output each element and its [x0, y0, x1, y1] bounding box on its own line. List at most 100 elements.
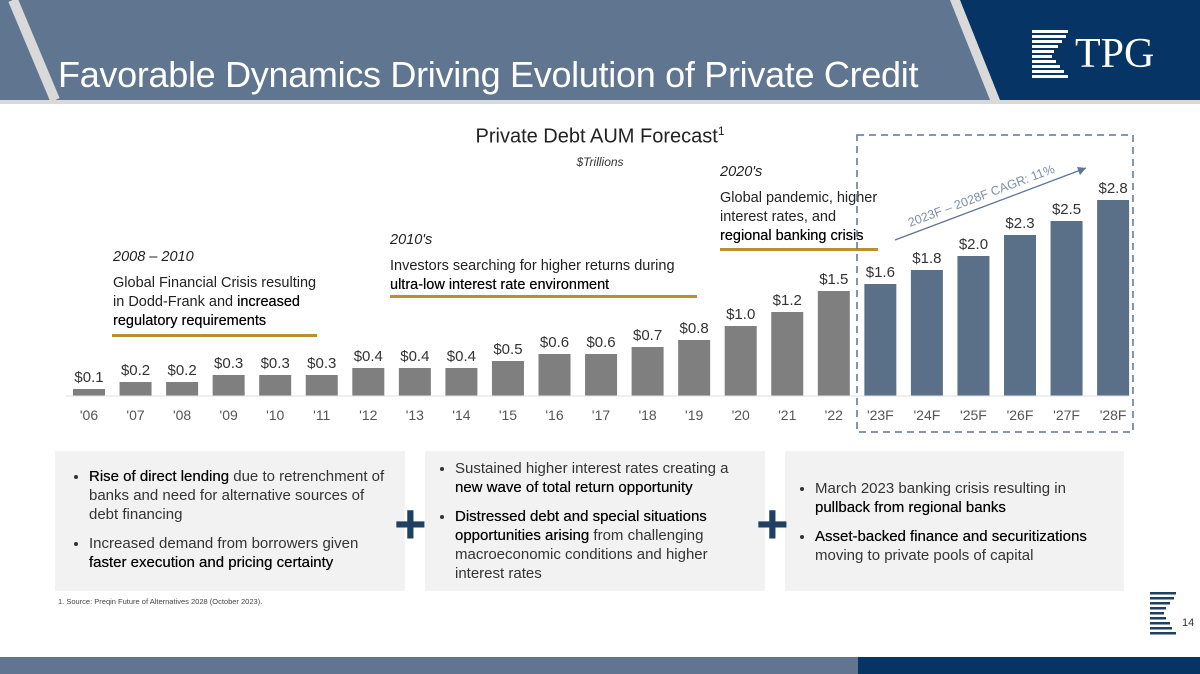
annotation-underline [720, 248, 878, 251]
tpg-logo-mark-icon [1032, 30, 1068, 78]
annotation-bold: increased regulatory requirements [113, 294, 300, 329]
x-tick-label: '12 [359, 407, 377, 423]
x-tick-label: '20 [732, 407, 750, 423]
bar-11 [305, 375, 338, 396]
data-label: $1.5 [819, 271, 848, 288]
data-label: $1.8 [912, 250, 941, 267]
insight-box-1: Rise of direct lending due to retrenchme… [55, 451, 405, 591]
data-label: $0.4 [400, 348, 429, 365]
annotation-heading: 2010's [390, 232, 433, 248]
bar-23F [864, 284, 897, 396]
x-tick-label: '11 [313, 407, 330, 423]
bullet-bold-text: pullback from regional banks [815, 499, 1006, 516]
annotation-bold: ultra-low interest rate environment [390, 277, 610, 293]
data-label: $0.4 [354, 348, 383, 365]
x-tick-label: '24F [914, 407, 941, 423]
data-label: $1.6 [866, 264, 895, 281]
bar-26F [1004, 235, 1036, 396]
annotation-underline [112, 334, 317, 337]
x-tick-label: '14 [452, 407, 470, 423]
bullet-item: March 2023 banking crisis resulting in p… [815, 479, 1112, 517]
x-tick-label: '27F [1053, 407, 1080, 423]
chart-subtitle: $Trillions [576, 155, 624, 169]
bar-20 [724, 326, 757, 396]
x-tick-label: '13 [406, 407, 424, 423]
bullet-text: Sustained higher interest rates creating… [455, 460, 729, 477]
bar-14 [445, 368, 478, 396]
insight-box-2: Sustained higher interest rates creating… [425, 451, 765, 591]
data-label: $0.5 [493, 341, 522, 358]
plus-icon: + [394, 492, 427, 555]
data-label: $0.4 [447, 348, 476, 365]
plus-icon: + [756, 492, 789, 555]
annotation-2010s: 2010's Investors searching for higher re… [390, 231, 700, 295]
chart-title: Private Debt AUM Forecast1 [0, 124, 1200, 149]
bar-10 [259, 375, 292, 396]
bullet-bold-text: Distressed debt and special situations o… [455, 508, 707, 544]
data-label: $0.3 [261, 355, 290, 372]
bar-28F [1097, 200, 1130, 396]
bullet-bold-text: Rise of direct lending [89, 468, 230, 485]
bar-13 [398, 368, 431, 396]
bar-07 [119, 382, 152, 396]
bar-19 [678, 340, 711, 396]
x-tick-label: '06 [80, 407, 98, 423]
bar-18 [631, 347, 664, 396]
data-label: $0.3 [307, 355, 336, 372]
forecast-dashed-box [856, 134, 1134, 433]
cagr-arrowhead-icon [1077, 167, 1086, 175]
bar-16 [538, 354, 571, 396]
chart-title-text: Private Debt AUM Forecast [475, 125, 718, 148]
annotation-heading: 2020's [720, 164, 763, 180]
bar-09 [212, 375, 245, 396]
bullet-bold-text: new wave of total return opportunity [455, 479, 693, 496]
data-label: $2.3 [1005, 215, 1034, 232]
x-tick-label: '10 [266, 407, 284, 423]
data-label: $2.8 [1098, 180, 1127, 197]
data-label: $2.5 [1052, 201, 1081, 218]
x-tick-label: '18 [638, 407, 656, 423]
annotation-bold: regional banking crisis [720, 228, 864, 244]
tpg-logo: TPG [1075, 31, 1155, 77]
header-band [0, 0, 1200, 104]
footnote-ref: 1 [717, 124, 725, 138]
x-tick-label: '22 [825, 407, 843, 423]
x-tick-label: '19 [685, 407, 703, 423]
bullet-bold-text: faster execution and pricing certainty [89, 554, 334, 571]
bar-17 [585, 354, 618, 396]
footer-band-navy [858, 657, 1200, 674]
x-tick-label: '15 [499, 407, 517, 423]
bullet-item: Asset-backed finance and securitizations… [815, 527, 1112, 565]
x-tick-label: '26F [1007, 407, 1034, 423]
bar-22 [817, 291, 850, 396]
annotation-text: Global Financial Crisis resulting in Dod… [113, 275, 317, 310]
bullet-text: March 2023 banking crisis resulting in [815, 480, 1066, 497]
data-label: $0.1 [74, 369, 103, 386]
data-label: $1.2 [773, 292, 802, 309]
x-tick-label: '28F [1100, 407, 1127, 423]
bullet-list: March 2023 banking crisis resulting in p… [793, 479, 1112, 565]
bullet-list: Rise of direct lending due to retrenchme… [67, 467, 393, 572]
data-label: $0.6 [540, 334, 569, 351]
aum-bar-chart: $0.1 '06 $0.2 '07 $0.2 '08 $0.3 '09 $0.3 '10 $0.3 '… [66, 134, 1134, 433]
bar-15 [491, 361, 524, 396]
annotation-text: Global pandemic, higher interest rates, … [720, 190, 878, 225]
bar-27F [1050, 221, 1083, 396]
bullet-text: from challenging macroeconomic condition… [455, 527, 708, 582]
data-label: $1.0 [726, 306, 755, 323]
insight-box-3: March 2023 banking crisis resulting in p… [785, 451, 1124, 591]
data-label: $0.7 [633, 327, 662, 344]
annotation-text: Investors searching for higher returns d… [390, 258, 675, 274]
annotation-2020s: 2020's Global pandemic, higher interest … [720, 163, 890, 246]
bullet-item: Rise of direct lending due to retrenchme… [89, 467, 393, 524]
bullet-text: due to retrenchment of banks and need fo… [89, 468, 385, 523]
x-tick-label: '17 [592, 407, 610, 423]
bar-21 [771, 312, 804, 396]
data-label: $0.8 [680, 320, 709, 337]
x-tick-label: '25F [960, 407, 987, 423]
data-label: $0.3 [214, 355, 243, 372]
page-number: 14 [1182, 617, 1195, 629]
bar-24F [910, 270, 943, 396]
x-tick-label: '07 [126, 407, 144, 423]
bullet-text: moving to private pools of capital [815, 547, 1034, 564]
